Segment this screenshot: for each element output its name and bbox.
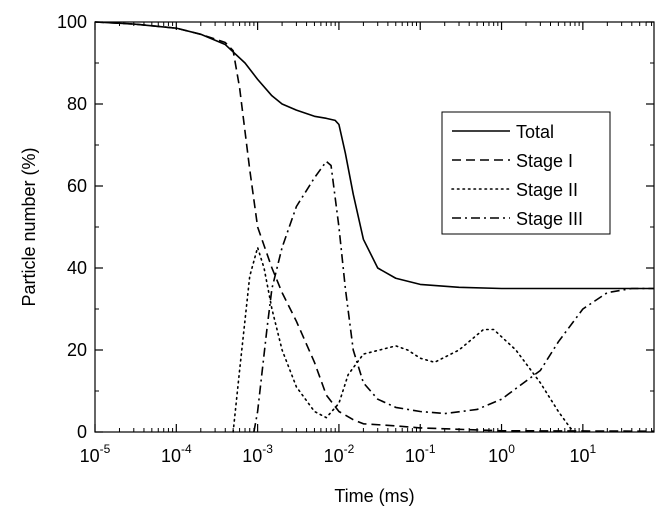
legend: Total Stage I Stage II Stage III — [441, 111, 611, 235]
x-tick-base: 10 — [242, 446, 262, 466]
legend-label: Stage II — [516, 180, 578, 200]
x-tick-exponent: 0 — [508, 442, 515, 456]
x-tick-exponent: -2 — [344, 442, 355, 456]
series-line-stage-i — [94, 21, 655, 432]
series-group — [94, 21, 655, 433]
x-tick-label: 10-2 — [324, 442, 355, 466]
x-tick-base: 10 — [80, 446, 100, 466]
y-axis-title: Particle number (%) — [19, 147, 39, 306]
series-line-stage-ii — [232, 246, 576, 433]
y-tick-label: 60 — [67, 176, 87, 196]
legend-box — [441, 111, 611, 235]
x-tick-base: 10 — [324, 446, 344, 466]
y-tick-label: 20 — [67, 340, 87, 360]
x-tick-exponent: 1 — [590, 442, 597, 456]
x-tick-exponent: -3 — [262, 442, 273, 456]
x-tick-label: 10-1 — [405, 442, 436, 466]
x-tick-base: 10 — [161, 446, 181, 466]
series-line-stage-iii — [253, 160, 654, 433]
x-tick-label: 100 — [488, 442, 515, 466]
legend-label: Total — [516, 122, 554, 142]
x-tick-base: 10 — [405, 446, 425, 466]
x-tick-label: 10-3 — [242, 442, 273, 466]
y-tick-label: 80 — [67, 94, 87, 114]
x-tick-exponent: -5 — [100, 442, 111, 456]
y-tick-label: 100 — [57, 12, 87, 32]
legend-label: Stage I — [516, 151, 573, 171]
x-tick-label: 10-5 — [80, 442, 111, 466]
x-tick-exponent: -4 — [181, 442, 192, 456]
y-tick-label: 0 — [77, 422, 87, 442]
x-tick-label: 101 — [569, 442, 596, 466]
y-tick-label: 40 — [67, 258, 87, 278]
x-axis-title: Time (ms) — [334, 486, 414, 506]
x-tick-label: 10-4 — [161, 442, 192, 466]
x-tick-exponent: -1 — [425, 442, 436, 456]
series-line-total — [94, 21, 654, 290]
x-tick-base: 10 — [488, 446, 508, 466]
x-tick-base: 10 — [569, 446, 589, 466]
legend-label: Stage III — [516, 209, 583, 229]
